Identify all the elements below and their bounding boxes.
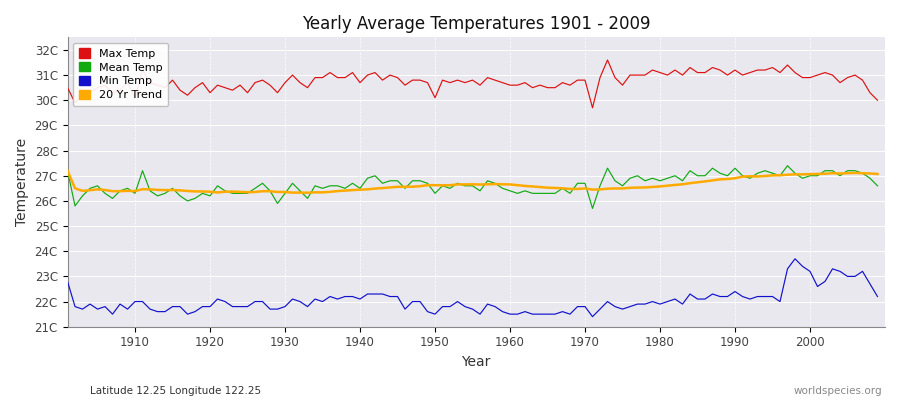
Title: Yearly Average Temperatures 1901 - 2009: Yearly Average Temperatures 1901 - 2009 bbox=[302, 15, 651, 33]
Text: worldspecies.org: worldspecies.org bbox=[794, 386, 882, 396]
Legend: Max Temp, Mean Temp, Min Temp, 20 Yr Trend: Max Temp, Mean Temp, Min Temp, 20 Yr Tre… bbox=[73, 43, 167, 106]
Y-axis label: Temperature: Temperature bbox=[15, 138, 29, 226]
X-axis label: Year: Year bbox=[462, 355, 491, 369]
Text: Latitude 12.25 Longitude 122.25: Latitude 12.25 Longitude 122.25 bbox=[90, 386, 261, 396]
